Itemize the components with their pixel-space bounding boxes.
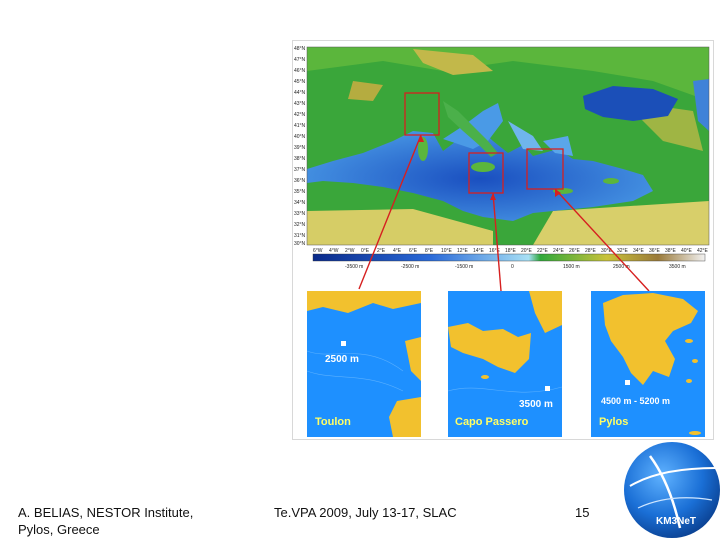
lat-label: 47°N <box>294 57 306 63</box>
lon-label: 36°E <box>649 248 661 254</box>
mediterranean-sea <box>307 127 653 221</box>
lat-label: 41°N <box>294 123 306 129</box>
lon-label: 6°W <box>313 248 323 254</box>
site-marker <box>625 380 630 385</box>
lat-label: 35°N <box>294 189 306 195</box>
footer-author-line1: A. BELIAS, NESTOR Institute, <box>18 505 194 520</box>
lat-label: 40°N <box>294 134 306 140</box>
lon-label: 22°E <box>537 248 549 254</box>
km3net-logo: KM3NeT <box>620 438 720 540</box>
lon-label: 4°E <box>393 248 402 254</box>
footer-author: A. BELIAS, NESTOR Institute, Pylos, Gree… <box>18 504 193 538</box>
colorbar-label: 3500 m <box>669 264 686 270</box>
lon-label: 18°E <box>505 248 517 254</box>
lat-label: 37°N <box>294 167 306 173</box>
inset-capo-passero: 3500 m Capo Passero <box>447 291 563 437</box>
connector-lines <box>358 134 650 292</box>
lon-label: 38°E <box>665 248 677 254</box>
colorbar-label: -1500 m <box>455 264 473 270</box>
depth-colorbar: -3500 m -2500 m -1500 m 0 1500 m 2500 m … <box>312 253 706 270</box>
lat-label: 38°N <box>294 156 306 162</box>
black-sea <box>583 86 678 121</box>
site-name: Pylos <box>599 416 628 428</box>
mediterranean-bathymetry-figure: 48°N 47°N 46°N 45°N 44°N 43°N 42°N 41°N … <box>292 40 714 440</box>
lon-label: 26°E <box>569 248 581 254</box>
lat-label: 32°N <box>294 222 306 228</box>
lon-label: 34°E <box>633 248 645 254</box>
depth-label: 3500 m <box>519 399 553 410</box>
map-graphic: 48°N 47°N 46°N 45°N 44°N 43°N 42°N 41°N … <box>294 46 710 437</box>
site-name: Toulon <box>315 416 351 428</box>
lat-label: 30°N <box>294 241 306 247</box>
colorbar-label: 1500 m <box>563 264 580 270</box>
toulon-box <box>404 92 440 136</box>
footer-author-line2: Pylos, Greece <box>18 522 100 537</box>
lon-label: 28°E <box>585 248 597 254</box>
lon-label: 14°E <box>473 248 485 254</box>
lat-label: 33°N <box>294 211 306 217</box>
lat-label: 44°N <box>294 90 306 96</box>
lat-label: 43°N <box>294 101 306 107</box>
lat-label: 46°N <box>294 68 306 74</box>
footer-conference: Te.VPA 2009, July 13-17, SLAC <box>274 505 457 520</box>
lon-axis: 6°W 4°W 2°W 0°E 2°E 4°E 6°E 8°E 10°E 12°… <box>313 248 709 254</box>
lon-label: 30°E <box>601 248 613 254</box>
main-map <box>306 46 710 246</box>
depth-label: 4500 m - 5200 m <box>601 396 670 406</box>
lat-label: 42°N <box>294 112 306 118</box>
inset-toulon: 2500 m Toulon <box>306 291 421 437</box>
lat-label: 31°N <box>294 233 306 239</box>
lon-label: 12°E <box>457 248 469 254</box>
lat-label: 45°N <box>294 79 306 85</box>
lon-label: 8°E <box>425 248 434 254</box>
capo-passero-box <box>468 152 504 194</box>
inset-pylos: 4500 m - 5200 m Pylos <box>591 291 705 437</box>
lon-label: 40°E <box>681 248 693 254</box>
logo-text: KM3NeT <box>656 516 696 527</box>
lon-label: 6°E <box>409 248 418 254</box>
lat-label: 36°N <box>294 178 306 184</box>
site-name: Capo Passero <box>455 416 529 428</box>
km3net-logo-icon: KM3NeT <box>624 442 720 538</box>
lon-label: 0°E <box>361 248 370 254</box>
lon-label: 16°E <box>489 248 501 254</box>
lat-label: 39°N <box>294 145 306 151</box>
lat-label: 34°N <box>294 200 306 206</box>
pylos-box <box>526 148 564 190</box>
lon-label: 2°E <box>377 248 386 254</box>
lon-label: 24°E <box>553 248 565 254</box>
colorbar-label: 0 <box>511 264 514 270</box>
lon-label: 42°E <box>697 248 709 254</box>
lon-label: 10°E <box>441 248 453 254</box>
lat-axis: 48°N 47°N 46°N 45°N 44°N 43°N 42°N 41°N … <box>294 46 306 247</box>
lon-label: 2°W <box>345 248 355 254</box>
colorbar-label: 2500 m <box>613 264 630 270</box>
colorbar-label: -3500 m <box>345 264 363 270</box>
site-marker <box>341 341 346 346</box>
lon-label: 4°W <box>329 248 339 254</box>
lat-label: 48°N <box>294 46 306 52</box>
site-marker <box>545 386 550 391</box>
colorbar-label: -2500 m <box>401 264 419 270</box>
depth-label: 2500 m <box>325 354 359 365</box>
lon-label: 20°E <box>521 248 533 254</box>
page-number: 15 <box>575 505 590 520</box>
lon-label: 32°E <box>617 248 629 254</box>
